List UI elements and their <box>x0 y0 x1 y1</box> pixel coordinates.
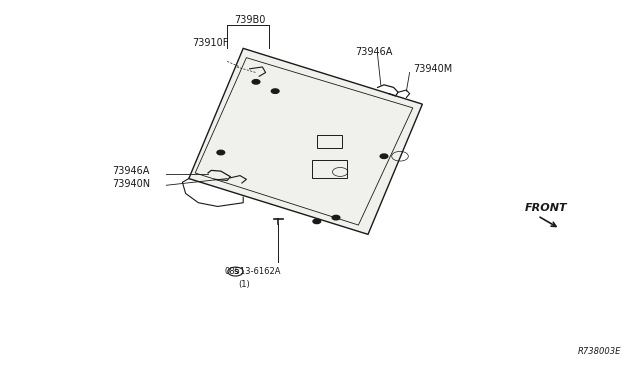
Circle shape <box>252 80 260 84</box>
Circle shape <box>217 150 225 155</box>
Text: (1): (1) <box>238 280 250 289</box>
Text: 08513-6162A: 08513-6162A <box>224 267 280 276</box>
Text: 73946A: 73946A <box>355 47 392 57</box>
Text: 73910F: 73910F <box>192 38 228 48</box>
Text: 73946A: 73946A <box>112 166 149 176</box>
Text: 73940N: 73940N <box>112 179 150 189</box>
Text: 73940M: 73940M <box>413 64 452 74</box>
Text: 739B0: 739B0 <box>234 16 266 25</box>
Circle shape <box>380 154 388 158</box>
Polygon shape <box>189 48 422 234</box>
Circle shape <box>271 89 279 93</box>
Text: S: S <box>233 269 238 275</box>
Text: FRONT: FRONT <box>525 203 568 213</box>
Circle shape <box>332 215 340 220</box>
Circle shape <box>313 219 321 224</box>
Text: R738003E: R738003E <box>577 347 621 356</box>
